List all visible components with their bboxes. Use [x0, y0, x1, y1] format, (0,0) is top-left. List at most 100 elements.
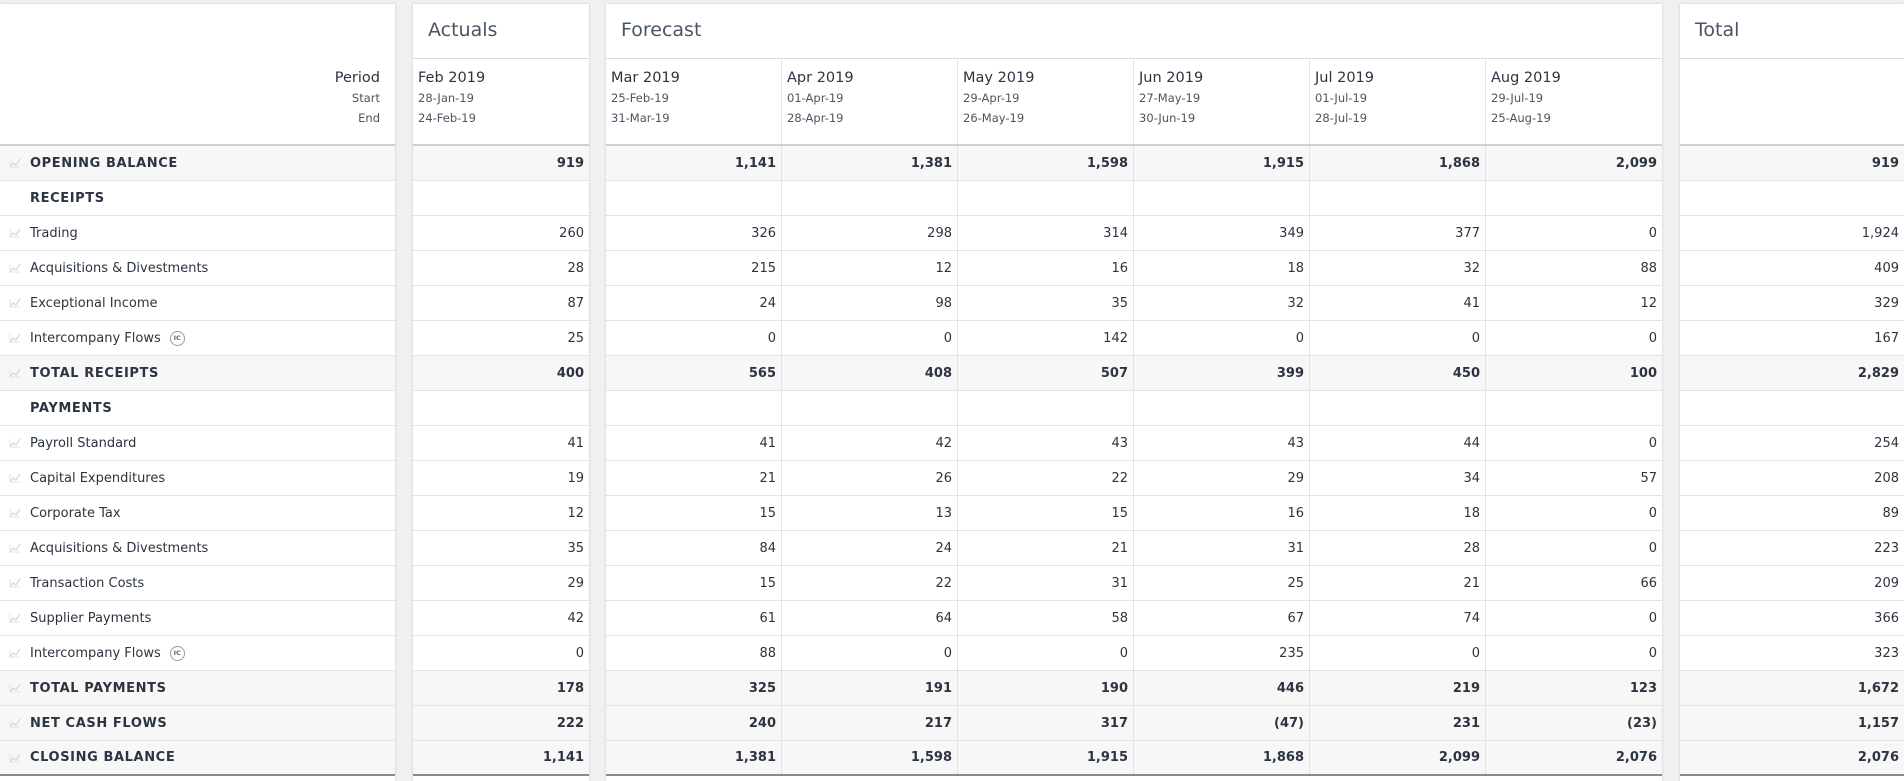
- value-cell[interactable]: 326: [606, 216, 782, 250]
- value-cell[interactable]: 15: [606, 496, 782, 530]
- value-cell[interactable]: 260: [559, 225, 584, 241]
- trend-icon[interactable]: [9, 473, 21, 483]
- value-cell[interactable]: 67: [1134, 601, 1310, 635]
- value-cell[interactable]: 98: [782, 286, 958, 320]
- value-cell[interactable]: 565: [606, 356, 782, 390]
- value-cell[interactable]: 24: [606, 286, 782, 320]
- value-cell[interactable]: 35: [958, 286, 1134, 320]
- value-cell[interactable]: 450: [1310, 356, 1486, 390]
- value-cell[interactable]: 1,868: [1310, 146, 1486, 180]
- value-cell[interactable]: 0: [1310, 636, 1486, 670]
- value-cell[interactable]: 26: [782, 461, 958, 495]
- value-cell[interactable]: 1,381: [606, 741, 782, 774]
- value-cell[interactable]: 61: [606, 601, 782, 635]
- value-cell[interactable]: 919: [556, 155, 584, 171]
- trend-icon[interactable]: [9, 613, 21, 623]
- value-cell[interactable]: 0: [958, 636, 1134, 670]
- trend-icon[interactable]: [9, 438, 21, 448]
- value-cell[interactable]: 0: [1134, 321, 1310, 355]
- value-cell[interactable]: [413, 391, 589, 425]
- value-cell[interactable]: 408: [782, 356, 958, 390]
- value-cell[interactable]: 235: [1134, 636, 1310, 670]
- value-cell[interactable]: 0: [1648, 505, 1657, 521]
- value-cell[interactable]: 34: [1310, 461, 1486, 495]
- value-cell[interactable]: 42: [782, 426, 958, 460]
- value-cell[interactable]: 15: [606, 566, 782, 600]
- value-cell[interactable]: 2,829: [1857, 365, 1899, 381]
- value-cell[interactable]: [606, 181, 782, 215]
- value-cell[interactable]: 409: [1874, 260, 1899, 276]
- value-cell[interactable]: [958, 181, 1134, 215]
- value-cell[interactable]: 215: [606, 251, 782, 285]
- value-cell[interactable]: 32: [1310, 251, 1486, 285]
- value-cell[interactable]: 223: [1874, 540, 1899, 556]
- trend-icon[interactable]: [9, 718, 21, 728]
- trend-icon[interactable]: [9, 263, 21, 273]
- value-cell[interactable]: 0: [1648, 330, 1657, 346]
- value-cell[interactable]: 0: [1648, 610, 1657, 626]
- value-cell[interactable]: 25: [1134, 566, 1310, 600]
- value-cell[interactable]: 2,099: [1310, 741, 1486, 774]
- value-cell[interactable]: 64: [782, 601, 958, 635]
- value-cell[interactable]: 1,868: [1134, 741, 1310, 774]
- value-cell[interactable]: 100: [1629, 365, 1657, 381]
- value-cell[interactable]: 1,915: [958, 741, 1134, 774]
- value-cell[interactable]: 74: [1310, 601, 1486, 635]
- value-cell[interactable]: 2,076: [1615, 750, 1657, 765]
- value-cell[interactable]: 12: [567, 505, 584, 521]
- value-cell[interactable]: 16: [1134, 496, 1310, 530]
- value-cell[interactable]: 58: [958, 601, 1134, 635]
- value-cell[interactable]: 123: [1629, 680, 1657, 696]
- value-cell[interactable]: 919: [1871, 155, 1899, 171]
- trend-icon[interactable]: [9, 683, 21, 693]
- value-cell[interactable]: 231: [1310, 706, 1486, 740]
- value-cell[interactable]: 28: [567, 260, 584, 276]
- value-cell[interactable]: 21: [958, 531, 1134, 565]
- value-cell[interactable]: 366: [1874, 610, 1899, 626]
- value-cell[interactable]: 254: [1874, 435, 1899, 451]
- value-cell[interactable]: [413, 181, 589, 215]
- value-cell[interactable]: 66: [1640, 575, 1657, 591]
- value-cell[interactable]: 43: [958, 426, 1134, 460]
- value-cell[interactable]: 44: [1310, 426, 1486, 460]
- value-cell[interactable]: [782, 391, 958, 425]
- value-cell[interactable]: 43: [1134, 426, 1310, 460]
- value-cell[interactable]: 329: [1874, 295, 1899, 311]
- value-cell[interactable]: 222: [556, 715, 584, 731]
- value-cell[interactable]: 1,381: [782, 146, 958, 180]
- value-cell[interactable]: 0: [575, 645, 584, 661]
- value-cell[interactable]: 29: [567, 575, 584, 591]
- value-cell[interactable]: 0: [782, 636, 958, 670]
- trend-icon[interactable]: [9, 543, 21, 553]
- value-cell[interactable]: [1310, 391, 1486, 425]
- value-cell[interactable]: 1,598: [958, 146, 1134, 180]
- value-cell[interactable]: 2,099: [1615, 155, 1657, 171]
- value-cell[interactable]: 1,915: [1134, 146, 1310, 180]
- trend-icon[interactable]: [9, 333, 21, 343]
- value-cell[interactable]: 88: [606, 636, 782, 670]
- value-cell[interactable]: 167: [1874, 330, 1899, 346]
- value-cell[interactable]: 219: [1310, 671, 1486, 705]
- value-cell[interactable]: 1,924: [1861, 225, 1899, 241]
- value-cell[interactable]: 24: [782, 531, 958, 565]
- value-cell[interactable]: 0: [782, 321, 958, 355]
- value-cell[interactable]: 18: [1310, 496, 1486, 530]
- value-cell[interactable]: 32: [1134, 286, 1310, 320]
- value-cell[interactable]: 191: [782, 671, 958, 705]
- value-cell[interactable]: [1486, 391, 1662, 425]
- trend-icon[interactable]: [9, 298, 21, 308]
- value-cell[interactable]: [1680, 181, 1904, 215]
- value-cell[interactable]: 208: [1874, 470, 1899, 486]
- value-cell[interactable]: 1,598: [782, 741, 958, 774]
- value-cell[interactable]: [958, 391, 1134, 425]
- value-cell[interactable]: 21: [1310, 566, 1486, 600]
- value-cell[interactable]: [606, 391, 782, 425]
- value-cell[interactable]: 446: [1134, 671, 1310, 705]
- value-cell[interactable]: 507: [958, 356, 1134, 390]
- value-cell[interactable]: 35: [567, 540, 584, 556]
- value-cell[interactable]: (47): [1134, 706, 1310, 740]
- trend-icon[interactable]: [9, 578, 21, 588]
- value-cell[interactable]: 314: [958, 216, 1134, 250]
- trend-icon[interactable]: [9, 753, 21, 763]
- value-cell[interactable]: [1680, 391, 1904, 425]
